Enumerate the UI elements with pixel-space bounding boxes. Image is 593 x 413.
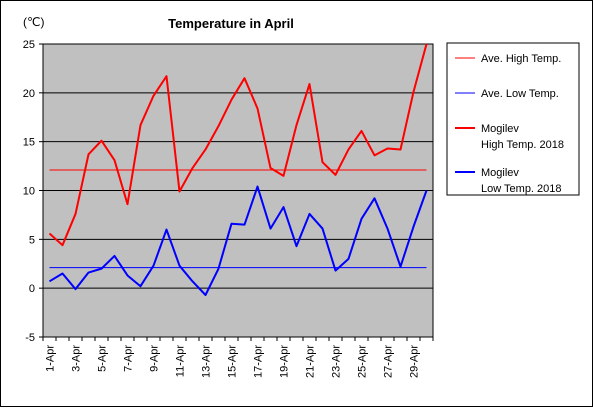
x-tick-label: 13-Apr (201, 345, 213, 378)
unit-label: (℃) (23, 15, 44, 29)
y-tick-label: -5 (25, 332, 35, 344)
y-tick-label: 0 (29, 283, 35, 295)
series-line (48, 43, 428, 247)
legend-label: Mogilev High Temp. 2018 (481, 123, 564, 151)
legend-label: Mogilev Low Temp. 2018 (481, 167, 562, 195)
x-tick-label: 17-Apr (253, 345, 265, 378)
y-tick-label: 25 (23, 39, 35, 51)
y-tick-label: 10 (23, 186, 35, 198)
x-tick-label: 27-Apr (383, 345, 395, 378)
x-tick-label: 15-Apr (227, 345, 239, 378)
y-tick-label: 5 (29, 234, 35, 246)
x-tick-label: 23-Apr (331, 345, 343, 378)
x-tick-label: 5-Apr (97, 345, 109, 372)
x-tick-label: 25-Apr (357, 345, 369, 378)
x-axis-tick-labels: 1-Apr 3-Apr 5-Apr 7-Apr 9-Apr 11-Apr 13-Apr 15-… (45, 345, 421, 378)
x-tick-label: 1-Apr (45, 345, 57, 372)
legend (446, 42, 580, 196)
x-tick-label: 9-Apr (149, 345, 161, 372)
x-tick-label: 7-Apr (123, 345, 135, 372)
legend-label: Ave. High Temp. (481, 53, 561, 65)
y-tick-label: 15 (23, 137, 35, 149)
x-tick-label: 3-Apr (71, 345, 83, 372)
series-layer (48, 43, 428, 296)
legend-items: Ave. High Temp. Ave. Low Temp. Mogilev High… (455, 53, 564, 195)
y-tick-label: 20 (23, 88, 35, 100)
legend-label: Ave. Low Temp. (481, 88, 559, 100)
x-tick-label: 21-Apr (305, 345, 317, 378)
chart-title: Temperature in April (168, 16, 294, 31)
y-axis-tick-labels: -5 0 5 10 15 20 25 (23, 39, 35, 344)
x-tick-label: 11-Apr (175, 345, 187, 378)
gridlines (39, 43, 434, 341)
x-tick-label: 29-Apr (409, 345, 421, 378)
series-line (48, 185, 428, 296)
x-tick-label: 19-Apr (279, 345, 291, 378)
